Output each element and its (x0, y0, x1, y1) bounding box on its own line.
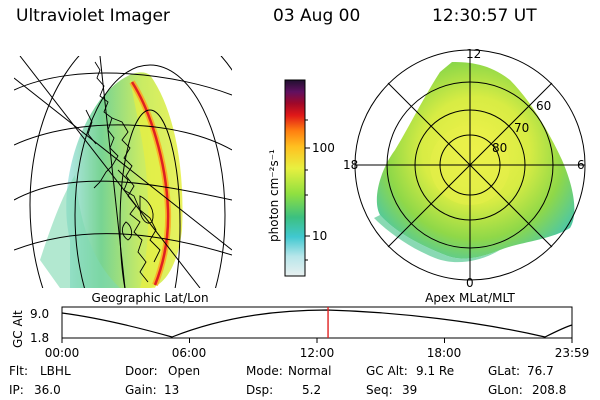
altitude-ytick-high: 9.0 (30, 307, 49, 321)
info-seq-key: Seq: (366, 383, 393, 397)
info-flt-value: LBHL (40, 364, 71, 378)
info-gcalt-key: GC Alt: (366, 364, 408, 378)
lat-label-60: 60 (536, 99, 551, 113)
altitude-plot: GC Alt 9.0 1.8 00:00 06:00 12:00 18:00 2… (11, 306, 590, 360)
colorbar-tick-10: 10 (312, 229, 327, 243)
info-glon-value: 208.8 (532, 383, 567, 397)
mlt-label-18: 18 (343, 158, 358, 172)
altitude-xtick-2359: 23:59 (555, 346, 590, 360)
lat-label-80: 80 (492, 141, 507, 155)
left-panel-caption: Geographic Lat/Lon (91, 291, 208, 305)
info-gcalt-value: 9.1 Re (416, 364, 455, 378)
info-mode-key: Mode: (246, 364, 283, 378)
time-label: 12:30:57 UT (432, 6, 537, 26)
mlt-label-12: 12 (466, 47, 481, 61)
info-dsp-key: Dsp: (246, 383, 274, 397)
altitude-xtick-0600: 06:00 (172, 346, 207, 360)
colorbar-tick-100: 100 (312, 141, 335, 155)
info-ip-key: IP: (9, 383, 24, 397)
altitude-xtick-1800: 18:00 (427, 346, 462, 360)
lat-label-70: 70 (514, 121, 529, 135)
geographic-image (14, 56, 232, 288)
info-ip-value: 36.0 (34, 383, 61, 397)
right-panel-caption: Apex MLat/MLT (425, 291, 515, 305)
info-glat-value: 76.7 (527, 364, 554, 378)
info-door-key: Door: (125, 364, 158, 378)
altitude-ytick-low: 1.8 (30, 331, 49, 345)
info-mode-value: Normal (288, 364, 332, 378)
info-gain-value: 13 (164, 383, 180, 397)
info-door-value: Open (168, 364, 201, 378)
colorbar: 100 10 photon cm⁻²s⁻¹ (267, 79, 335, 277)
mlt-label-6: 6 (577, 158, 585, 172)
altitude-ylabel: GC Alt (11, 310, 25, 348)
mlt-label-0: 0 (466, 276, 474, 290)
info-flt-key: Flt: (9, 364, 28, 378)
info-glat-key: GLat: (488, 364, 521, 378)
info-glon-key: GLon: (488, 383, 523, 397)
instrument-title: Ultraviolet Imager (16, 6, 170, 26)
polar-plot: 12 18 6 0 60 70 80 (343, 47, 586, 290)
altitude-xtick-0000: 00:00 (45, 346, 80, 360)
info-seq-value: 39 (402, 383, 418, 397)
altitude-xtick-1200: 12:00 (300, 346, 335, 360)
colorbar-unit-label: photon cm⁻²s⁻¹ (267, 149, 281, 242)
info-dsp-value: 5.2 (302, 383, 322, 397)
date-label: 03 Aug 00 (273, 6, 361, 26)
info-gain-key: Gain: (125, 383, 157, 397)
